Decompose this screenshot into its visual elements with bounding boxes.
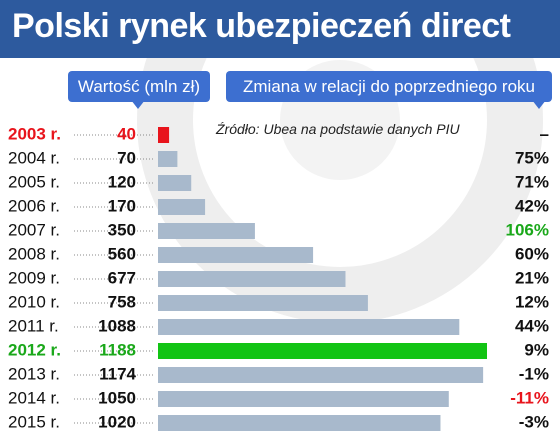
change-label: 9% [524,340,549,359]
category-label: 2010 r. [8,292,60,311]
bar [158,223,255,239]
value-label: 1088 [98,316,136,335]
value-column-header: Wartość (mln zł) [68,71,210,102]
change-label: 60% [515,244,549,263]
bar [158,127,170,143]
value-label: 120 [108,172,136,191]
bar [158,151,178,167]
value-label: 40 [117,124,136,143]
value-label: 170 [108,196,136,215]
source-note: Źródło: Ubea na podstawie danych PIU [216,121,460,137]
category-label: 2011 r. [8,316,59,335]
category-label: 2006 r. [8,196,60,215]
change-label: 42% [515,196,549,215]
category-label: 2004 r. [8,148,60,167]
bar [158,319,460,335]
value-label: 1050 [98,388,136,407]
bar [158,295,368,311]
bar [158,415,441,431]
value-label: 560 [108,244,136,263]
value-label: 350 [108,220,136,239]
change-column-header: Zmiana w relacji do poprzedniego roku [226,71,552,102]
value-label: 677 [108,268,136,287]
change-label: 106% [506,220,549,239]
change-label: 21% [515,268,549,287]
value-label: 70 [117,148,136,167]
change-label: 44% [515,316,549,335]
bar [158,391,449,407]
value-label: 1174 [99,364,136,383]
change-column-header-pointer [532,100,546,109]
category-label: 2003 r. [8,124,61,143]
change-label: – [540,124,549,143]
change-label: 71% [515,172,549,191]
change-label: -11% [510,388,549,407]
change-label: 75% [515,148,549,167]
title-banner: Polski rynek ubezpieczeń direct [0,0,560,58]
bar [158,367,484,383]
value-column-header-pointer [131,100,145,109]
change-label: 12% [515,292,549,311]
category-label: 2013 r. [8,364,60,383]
category-label: 2008 r. [8,244,60,263]
value-label: 1188 [99,340,136,359]
category-label: 2015 r. [8,412,60,431]
bar [158,247,314,263]
bar [158,343,487,359]
value-label: 1020 [98,412,136,431]
category-label: 2005 r. [8,172,60,191]
category-label: 2007 r. [8,220,60,239]
bar [158,199,206,215]
category-label: 2009 r. [8,268,60,287]
change-label: -3% [519,412,549,431]
category-label: 2012 r. [8,340,61,359]
bar [158,175,192,191]
bar [158,271,346,287]
value-label: 758 [108,292,136,311]
category-label: 2014 r. [8,388,60,407]
page-title: Polski rynek ubezpieczeń direct [12,7,511,45]
change-label: -1% [519,364,549,383]
